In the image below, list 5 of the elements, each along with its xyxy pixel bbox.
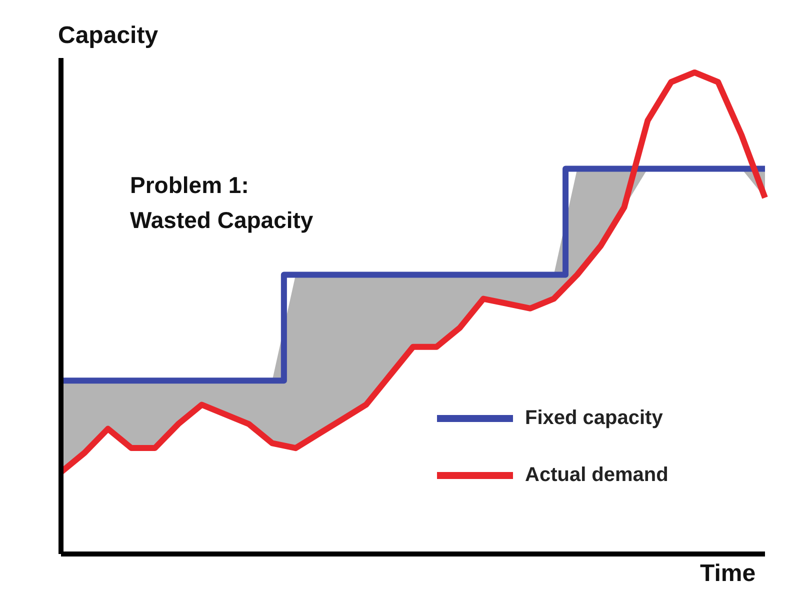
legend-label: Fixed capacity	[525, 407, 663, 430]
annotation: Problem 1: Wasted Capacity	[130, 171, 314, 235]
x-axis-title: Time	[700, 560, 756, 588]
y-axis-title: Capacity	[58, 22, 158, 50]
legend-label: Actual demand	[525, 464, 668, 487]
